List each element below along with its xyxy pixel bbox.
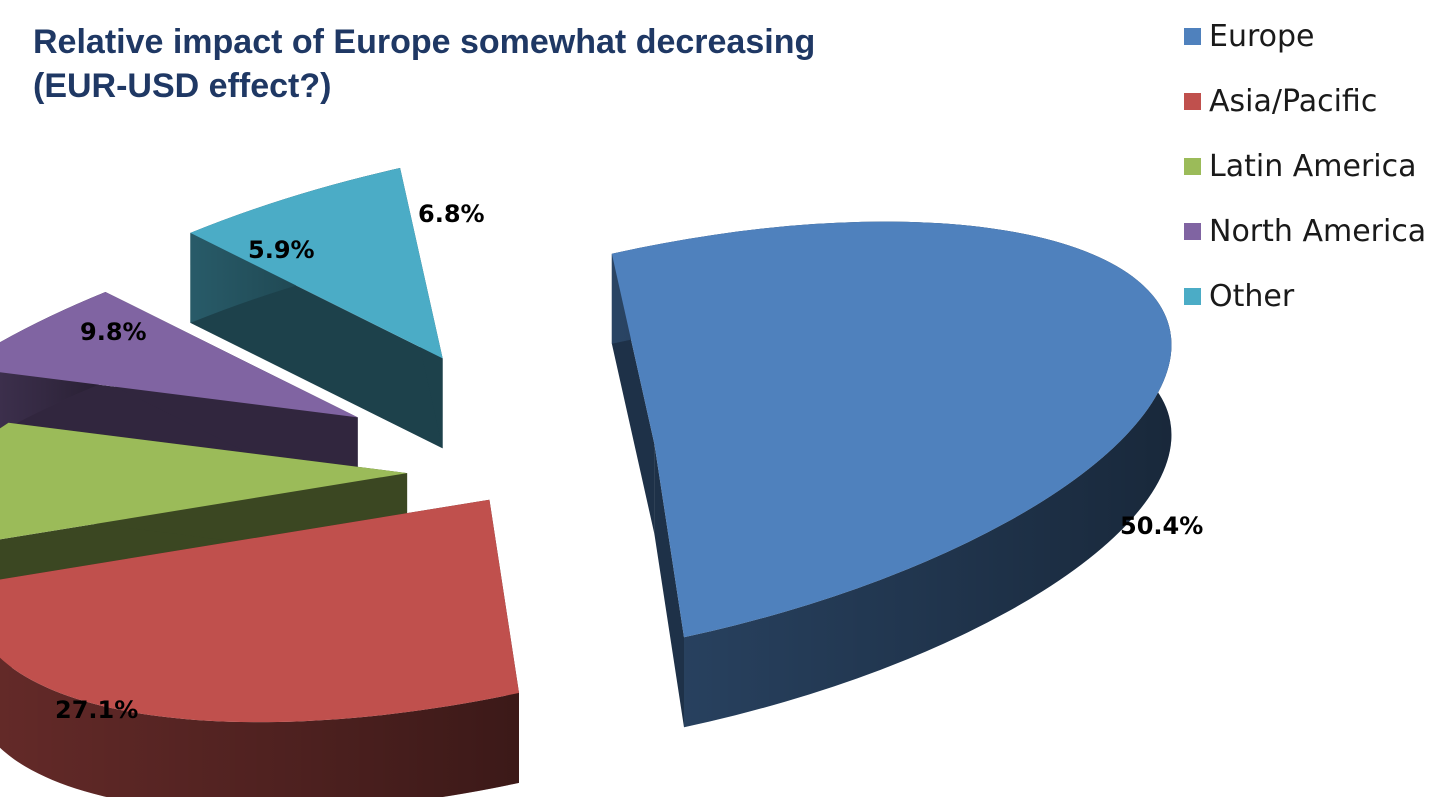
- data-label-other: 6.8%: [418, 200, 485, 228]
- data-label-asia-pacific: 27.1%: [55, 696, 138, 724]
- slice-asia-pacific: [0, 499, 519, 797]
- legend-item-latin-america: Latin America: [1184, 134, 1426, 199]
- chart-title-line-1: Relative impact of Europe somewhat decre…: [33, 23, 816, 61]
- slice-europe: [611, 221, 1172, 728]
- data-labels: 50.4% 27.1% 9.8% 5.9% 6.8%: [55, 200, 1203, 724]
- legend-swatch: [1184, 223, 1201, 240]
- legend: Europe Asia/Pacific Latin America North Ame…: [1184, 4, 1426, 329]
- legend-item-north-america: North America: [1184, 199, 1426, 264]
- data-label-latin-america: 9.8%: [80, 318, 147, 346]
- slice-side-face: [654, 444, 685, 728]
- data-label-north-america: 5.9%: [248, 236, 315, 264]
- legend-swatch: [1184, 288, 1201, 305]
- legend-label: North America: [1209, 214, 1427, 249]
- legend-item-europe: Europe: [1184, 4, 1426, 69]
- data-label-europe: 50.4%: [1120, 512, 1203, 540]
- legend-label: Asia/Pacific: [1209, 84, 1378, 119]
- slice-other: [190, 168, 443, 449]
- legend-swatch: [1184, 158, 1201, 175]
- chart-title-line-2: (EUR-USD effect?): [33, 67, 332, 105]
- slice-top-face: [190, 168, 443, 359]
- slice-top-face: [0, 499, 519, 723]
- slice-top-face: [611, 221, 1172, 638]
- pie-slices: [0, 168, 1172, 797]
- legend-swatch: [1184, 28, 1201, 45]
- legend-label: Other: [1209, 279, 1295, 314]
- slice-wall-shading: [0, 657, 519, 797]
- slice-top-face: [0, 422, 408, 540]
- legend-label: Europe: [1209, 19, 1315, 54]
- slice-top-face: [0, 291, 358, 418]
- legend-label: Latin America: [1209, 149, 1417, 184]
- chart-title: Relative impact of Europe somewhat decre…: [33, 20, 993, 108]
- legend-item-asia-pacific: Asia/Pacific: [1184, 69, 1426, 134]
- legend-item-other: Other: [1184, 264, 1426, 329]
- legend-swatch: [1184, 93, 1201, 110]
